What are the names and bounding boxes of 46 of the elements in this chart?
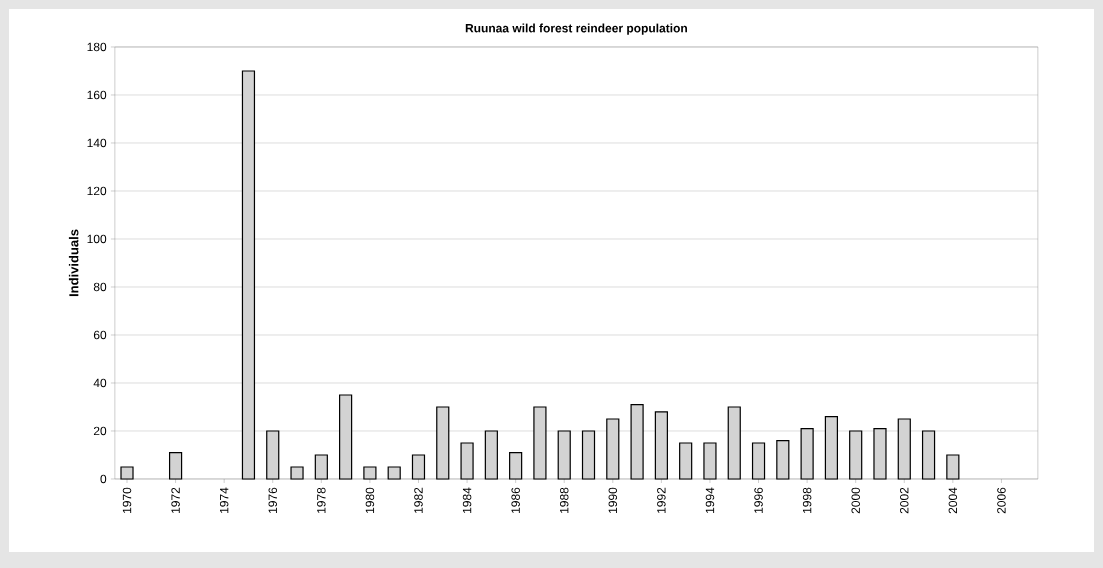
y-tick-label: 160 (87, 90, 107, 100)
x-tick-label: 1980 (365, 487, 375, 513)
x-tick-label: 1996 (754, 487, 763, 513)
x-tick-label: 1982 (414, 487, 423, 513)
bar (630, 403, 644, 480)
y-tick-label: 80 (93, 282, 107, 292)
x-tick-label: 1998 (802, 487, 812, 513)
bar (484, 430, 498, 480)
bar (290, 466, 304, 480)
y-tick-label: 180 (87, 42, 107, 52)
bar (873, 427, 887, 480)
x-tick-label: 1994 (705, 487, 715, 513)
x-tick-label: 1976 (268, 487, 277, 513)
x-tick-label: 1974 (219, 487, 229, 513)
x-tick-label: 2002 (900, 487, 909, 514)
x-tick-label: 1978 (317, 487, 326, 513)
bar (824, 415, 838, 480)
x-tick-label: 2000 (851, 487, 860, 514)
y-axis-title: Individuals (68, 229, 79, 297)
x-tick-label: 1984 (462, 487, 472, 513)
x-tick-label: 1988 (559, 487, 569, 513)
bar (241, 70, 256, 480)
bar (436, 406, 450, 480)
y-tick-label: 100 (87, 234, 107, 244)
y-tick-label: 20 (93, 426, 107, 436)
bar (339, 394, 353, 480)
y-tick-label: 140 (87, 138, 107, 148)
bar (533, 406, 547, 480)
y-tick-label: 60 (93, 330, 107, 340)
chart-title: Ruunaa wild forest reindeer population (465, 23, 687, 35)
bar (679, 442, 693, 480)
y-tick-label: 0 (100, 474, 107, 484)
x-tick-label: 1992 (657, 487, 666, 513)
bar (776, 439, 790, 480)
y-tick-label: 120 (87, 186, 107, 196)
bar (581, 430, 596, 480)
x-tick-label: 2004 (948, 487, 958, 514)
y-tick-label: 40 (93, 378, 107, 388)
bar (387, 466, 401, 480)
x-tick-label: 1990 (608, 487, 618, 513)
x-tick-label: 1986 (511, 487, 520, 513)
bar (727, 406, 741, 480)
x-tick-label: 1970 (122, 487, 132, 513)
bar (921, 430, 936, 480)
x-tick-label: 1972 (171, 487, 180, 513)
x-tick-label: 2006 (997, 487, 1006, 514)
